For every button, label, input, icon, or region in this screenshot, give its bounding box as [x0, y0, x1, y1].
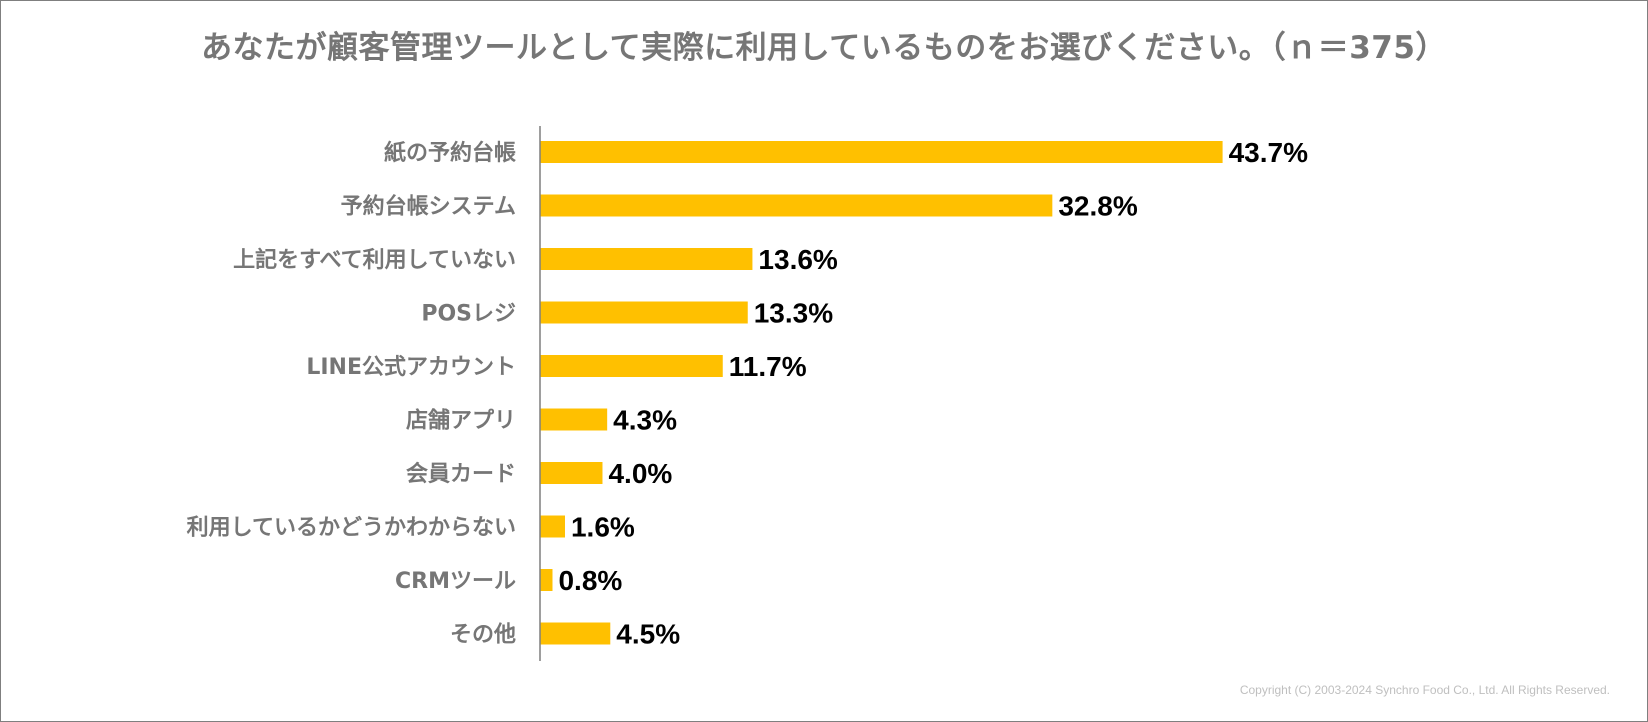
- bar-1: [540, 141, 1223, 163]
- value-label-9: 0.8%: [558, 565, 622, 596]
- value-labels: 43.7% 32.8% 13.6% 13.3% 11.7% 4.3% 4.0% 1.6% 0.8…: [558, 137, 1308, 650]
- category-label-3: 上記をすべて利用していない: [233, 247, 516, 273]
- value-label-2: 32.8%: [1058, 191, 1137, 222]
- category-label-7: 会員カード: [406, 461, 516, 487]
- category-label-1: 紙の予約台帳: [384, 140, 516, 166]
- bar-6: [540, 408, 608, 431]
- value-label-5: 11.7%: [729, 351, 807, 382]
- bar-4: [540, 301, 748, 324]
- category-label-8: 利用しているかどうかわからない: [187, 516, 516, 541]
- category-label-4: POSレジ: [421, 302, 516, 327]
- bar-3: [540, 248, 753, 270]
- value-label-4: 13.3%: [754, 298, 833, 329]
- value-label-8: 1.6%: [571, 512, 635, 543]
- value-label-7: 4.0%: [608, 458, 672, 489]
- value-label-6: 4.3%: [613, 405, 677, 436]
- bar-10: [540, 622, 611, 645]
- bar-8: [540, 515, 565, 538]
- copyright-text: Copyright (C) 2003-2024 Synchro Food Co.…: [1239, 683, 1610, 697]
- value-label-1: 43.7%: [1229, 137, 1308, 168]
- category-label-6: 店舗アプリ: [406, 408, 516, 434]
- category-label-2: 予約台帳システム: [341, 194, 516, 220]
- value-label-10: 4.5%: [616, 619, 680, 650]
- bar-5: [540, 355, 723, 377]
- value-label-3: 13.6%: [758, 244, 837, 275]
- bars: [540, 141, 1223, 645]
- category-label-9: CRMツール: [395, 569, 516, 594]
- bar-2: [540, 194, 1053, 217]
- bar-9: [540, 569, 553, 591]
- category-label-10: その他: [450, 623, 516, 648]
- category-label-5: LINE公式アカウント: [306, 355, 516, 380]
- bar-7: [540, 462, 603, 484]
- chart-title: あなたが顧客管理ツールとして実際に利用しているものをお選びください。（ｎ＝375…: [201, 30, 1447, 66]
